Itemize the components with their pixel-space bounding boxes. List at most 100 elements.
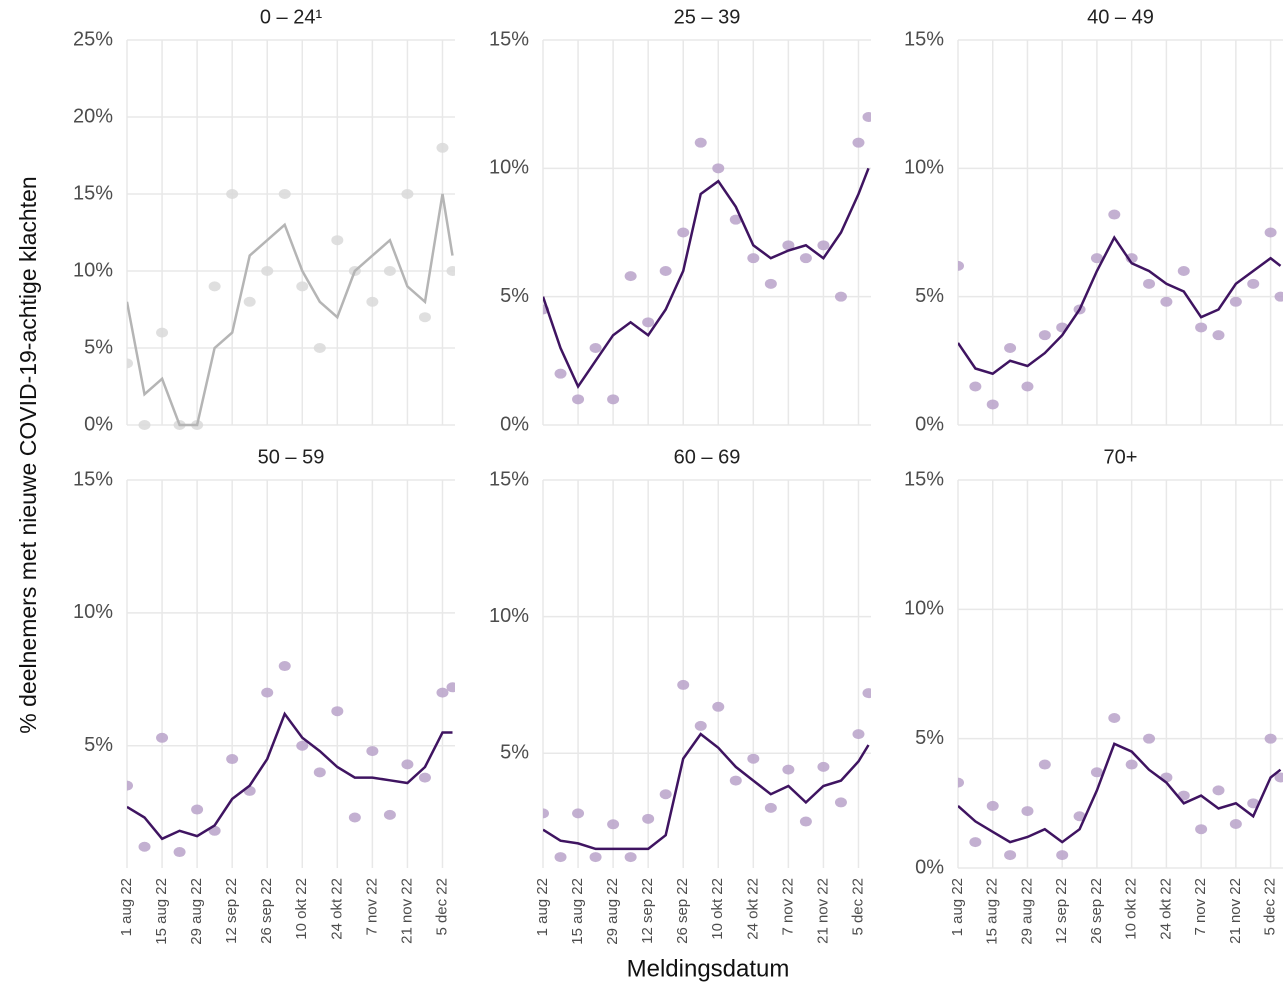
point	[659, 266, 672, 276]
point	[659, 789, 672, 800]
point	[1177, 266, 1190, 276]
point	[348, 812, 361, 823]
point	[729, 775, 742, 786]
point	[554, 368, 567, 379]
point	[383, 809, 396, 820]
point	[401, 759, 414, 770]
point	[764, 278, 777, 289]
point	[862, 112, 871, 122]
y-tick-label: 15%	[489, 468, 529, 490]
x-tick-label: 29 aug 22	[604, 878, 621, 945]
point	[1195, 322, 1208, 333]
y-tick-label: 10%	[904, 598, 944, 620]
point	[331, 235, 344, 246]
point	[589, 343, 602, 353]
point	[191, 804, 204, 815]
panel: 0% 5% 10% 15% 25 – 39	[489, 6, 871, 435]
point	[799, 816, 812, 827]
point	[729, 214, 742, 225]
point	[589, 852, 602, 863]
point	[418, 772, 431, 783]
panel: 0% 5% 10% 15% 1 aug 22 15 aug 22 29 aug 22 12 s…	[904, 446, 1283, 945]
point	[127, 780, 133, 791]
point	[747, 253, 760, 264]
point	[642, 317, 655, 328]
x-tick-label: 24 okt 22	[744, 878, 761, 940]
point	[1212, 330, 1225, 341]
point	[1274, 291, 1283, 302]
y-tick-label: 15%	[904, 28, 944, 50]
point	[1195, 824, 1208, 835]
point	[1038, 759, 1051, 770]
panel: 0% 5% 10% 15% 40 – 49	[904, 6, 1283, 435]
x-tick-label: 26 sep 22	[258, 878, 275, 944]
panel-title: 25 – 39	[674, 6, 741, 28]
y-tick-label: 5%	[915, 727, 944, 749]
point	[543, 808, 549, 819]
trend-line	[127, 193, 454, 427]
y-tick-label: 0%	[915, 413, 944, 435]
point	[1073, 811, 1086, 822]
point	[446, 266, 455, 276]
point	[554, 852, 567, 863]
point	[624, 852, 637, 863]
y-tick-label: 10%	[73, 601, 113, 623]
point	[436, 142, 449, 153]
point	[418, 312, 431, 323]
x-tick-label: 5 dec 22	[1262, 878, 1279, 936]
point	[677, 679, 690, 690]
point	[1056, 850, 1069, 861]
x-tick-label: 1 aug 22	[949, 878, 966, 936]
point	[243, 296, 256, 307]
point	[986, 800, 999, 811]
y-tick-label: 5%	[500, 742, 529, 764]
point	[862, 688, 871, 699]
point	[383, 266, 396, 276]
y-tick-label: 15%	[73, 182, 113, 204]
y-tick-label: 15%	[73, 468, 113, 490]
panel: 0% 5% 10% 15% 20% 25% 0 – 24¹	[73, 6, 455, 435]
y-tick-label: 10%	[73, 259, 113, 281]
point	[799, 253, 812, 264]
point	[852, 137, 865, 148]
x-tick-label: 15 aug 22	[984, 878, 1001, 945]
point	[208, 281, 221, 292]
point	[1090, 767, 1103, 778]
point	[834, 291, 847, 302]
point	[1108, 209, 1121, 220]
trend-line	[543, 732, 870, 851]
point	[624, 271, 637, 282]
x-tick-label: 24 okt 22	[328, 878, 345, 940]
point	[852, 729, 865, 740]
point	[782, 240, 795, 251]
x-tick-label: 1 aug 22	[534, 878, 551, 936]
point	[834, 797, 847, 808]
point	[986, 399, 999, 410]
point	[156, 732, 169, 743]
y-tick-label: 5%	[915, 285, 944, 307]
x-tick-label: 21 nov 22	[1227, 878, 1244, 944]
y-tick-label: 25%	[73, 28, 113, 50]
point	[138, 420, 151, 430]
points	[543, 679, 871, 863]
point	[1004, 343, 1017, 353]
point	[401, 189, 414, 199]
x-tick-label: 12 sep 22	[1053, 878, 1070, 944]
x-tick-label: 29 aug 22	[1018, 878, 1035, 945]
point	[1004, 850, 1017, 861]
point	[313, 767, 326, 778]
point	[278, 189, 291, 199]
x-tick-label: 7 nov 22	[363, 878, 380, 936]
point	[1247, 798, 1260, 809]
y-tick-label: 20%	[73, 105, 113, 127]
point	[958, 777, 964, 788]
x-tick-label: 21 nov 22	[814, 878, 831, 944]
panel-title: 70+	[1104, 446, 1138, 468]
x-tick-label: 10 okt 22	[1123, 878, 1140, 940]
panel-title: 60 – 69	[674, 446, 741, 468]
trend-line	[958, 235, 1282, 376]
panel: 5% 10% 15% 1 aug 22 15 aug 22 29 aug 22 12 sep…	[489, 446, 871, 945]
x-tick-label: 26 sep 22	[674, 878, 691, 944]
point	[1264, 227, 1277, 238]
